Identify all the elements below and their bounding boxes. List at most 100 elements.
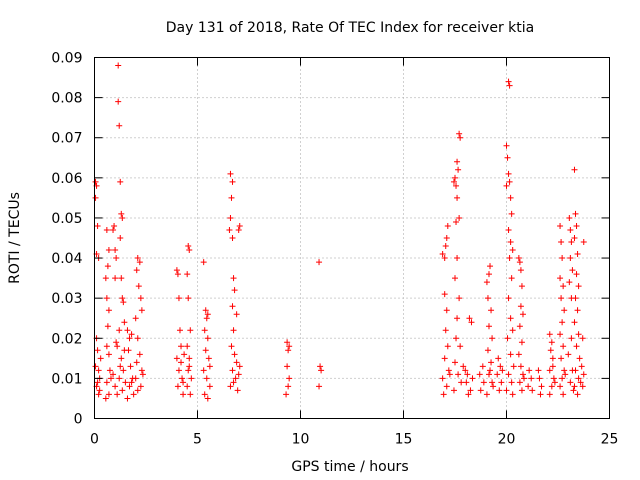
data-point xyxy=(233,311,240,318)
data-point xyxy=(173,267,180,274)
x-axis-label: GPS time / hours xyxy=(291,459,408,475)
data-point xyxy=(285,383,292,390)
data-point xyxy=(558,239,565,246)
data-point xyxy=(575,375,582,382)
data-point xyxy=(128,379,135,386)
data-point xyxy=(122,379,129,386)
data-point xyxy=(139,371,146,378)
data-point xyxy=(457,343,464,350)
data-point xyxy=(180,379,187,386)
data-point xyxy=(112,247,119,254)
data-point xyxy=(128,331,135,338)
data-point xyxy=(226,226,233,233)
data-point xyxy=(559,375,566,382)
data-point xyxy=(94,222,101,229)
x-tick-label: 25 xyxy=(601,432,619,448)
data-point xyxy=(110,371,117,378)
data-point xyxy=(487,263,494,270)
data-point xyxy=(112,275,119,282)
data-point xyxy=(559,319,566,326)
data-point xyxy=(233,359,240,366)
data-point xyxy=(517,303,524,310)
data-point xyxy=(488,359,495,366)
data-point xyxy=(442,243,449,250)
data-point xyxy=(575,283,582,290)
data-point xyxy=(452,359,458,366)
data-point xyxy=(232,375,239,382)
y-axis-label: ROTI / TECUs xyxy=(7,192,23,284)
data-point xyxy=(284,339,291,346)
data-point xyxy=(133,359,140,366)
data-point xyxy=(460,363,467,370)
data-point xyxy=(228,194,235,201)
data-point xyxy=(230,327,237,334)
data-point xyxy=(485,323,492,330)
data-point xyxy=(444,343,451,350)
data-point xyxy=(180,391,187,398)
data-point xyxy=(507,351,514,358)
data-point xyxy=(454,158,461,165)
data-point xyxy=(181,351,188,358)
data-point xyxy=(518,387,525,394)
data-point xyxy=(179,375,186,382)
data-point xyxy=(135,283,142,290)
data-point xyxy=(508,210,515,217)
data-point xyxy=(114,343,121,350)
data-point xyxy=(105,391,112,398)
data-point xyxy=(443,383,450,390)
data-point xyxy=(121,319,128,326)
data-point xyxy=(126,383,133,390)
data-point xyxy=(546,391,553,398)
data-point xyxy=(546,367,553,374)
data-point xyxy=(317,363,324,370)
data-point xyxy=(497,363,504,370)
data-point xyxy=(203,315,210,322)
data-point xyxy=(519,311,526,318)
data-point xyxy=(465,391,472,398)
data-point xyxy=(570,387,577,394)
data-point xyxy=(441,355,448,362)
data-point xyxy=(187,391,194,398)
data-point xyxy=(515,255,522,262)
data-point xyxy=(574,251,581,258)
data-point xyxy=(561,307,568,314)
data-point xyxy=(118,355,125,362)
data-point xyxy=(286,375,293,382)
data-point xyxy=(498,379,505,386)
data-point xyxy=(104,263,111,270)
data-point xyxy=(516,259,523,266)
data-point xyxy=(104,323,111,330)
ticks-layer: 0 0.01 0.02 0.03 0.04 0.05 0.06 0.07 0.08 0.09 0 5 1… xyxy=(51,51,618,448)
data-point xyxy=(538,383,545,390)
data-point xyxy=(548,383,555,390)
data-point xyxy=(230,379,237,386)
x-tick-label: 10 xyxy=(292,432,310,448)
data-point xyxy=(205,355,212,362)
data-point xyxy=(558,295,565,302)
data-point xyxy=(204,335,211,342)
data-point xyxy=(454,255,461,262)
data-point xyxy=(203,375,210,382)
data-point xyxy=(138,367,145,374)
data-point xyxy=(517,363,524,370)
data-point xyxy=(504,335,511,342)
data-point xyxy=(175,295,182,302)
data-point xyxy=(518,339,525,346)
data-point xyxy=(102,275,109,282)
data-point xyxy=(496,387,503,394)
data-point xyxy=(508,379,515,386)
data-point xyxy=(97,355,104,362)
data-point xyxy=(489,335,496,342)
data-point xyxy=(503,142,510,149)
data-point xyxy=(573,271,580,278)
data-point xyxy=(466,315,473,322)
data-point xyxy=(505,226,512,233)
data-point xyxy=(571,235,578,241)
data-point xyxy=(505,78,512,85)
y-tick-label: 0.01 xyxy=(51,371,82,387)
data-point xyxy=(200,259,207,266)
data-point xyxy=(103,226,110,233)
data-point xyxy=(112,383,119,390)
data-point xyxy=(557,383,564,390)
data-point xyxy=(229,303,236,310)
